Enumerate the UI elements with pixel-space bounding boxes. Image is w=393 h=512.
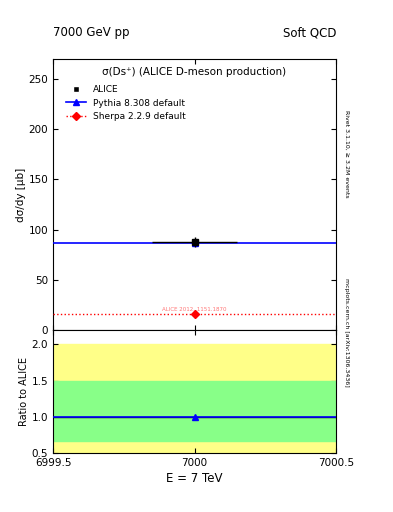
X-axis label: E = 7 TeV: E = 7 TeV	[166, 472, 223, 485]
Text: mcplots.cern.ch [arXiv:1306.3436]: mcplots.cern.ch [arXiv:1306.3436]	[344, 279, 349, 387]
Y-axis label: Ratio to ALICE: Ratio to ALICE	[19, 357, 29, 426]
Text: 7000 GeV pp: 7000 GeV pp	[53, 27, 130, 39]
Bar	[53, 380, 336, 441]
Text: Rivet 3.1.10, ≥ 3.2M events: Rivet 3.1.10, ≥ 3.2M events	[344, 110, 349, 198]
Text: Soft QCD: Soft QCD	[283, 27, 336, 39]
Y-axis label: dσ/dy [μb]: dσ/dy [μb]	[16, 167, 26, 222]
Text: σ(Ds⁺) (ALICE D-meson production): σ(Ds⁺) (ALICE D-meson production)	[103, 67, 286, 77]
Legend: ALICE, Pythia 8.308 default, Sherpa 2.2.9 default: ALICE, Pythia 8.308 default, Sherpa 2.2.…	[63, 82, 189, 124]
Bar	[53, 345, 336, 453]
Text: ALICE 2012, 1151.1870: ALICE 2012, 1151.1870	[162, 307, 227, 312]
